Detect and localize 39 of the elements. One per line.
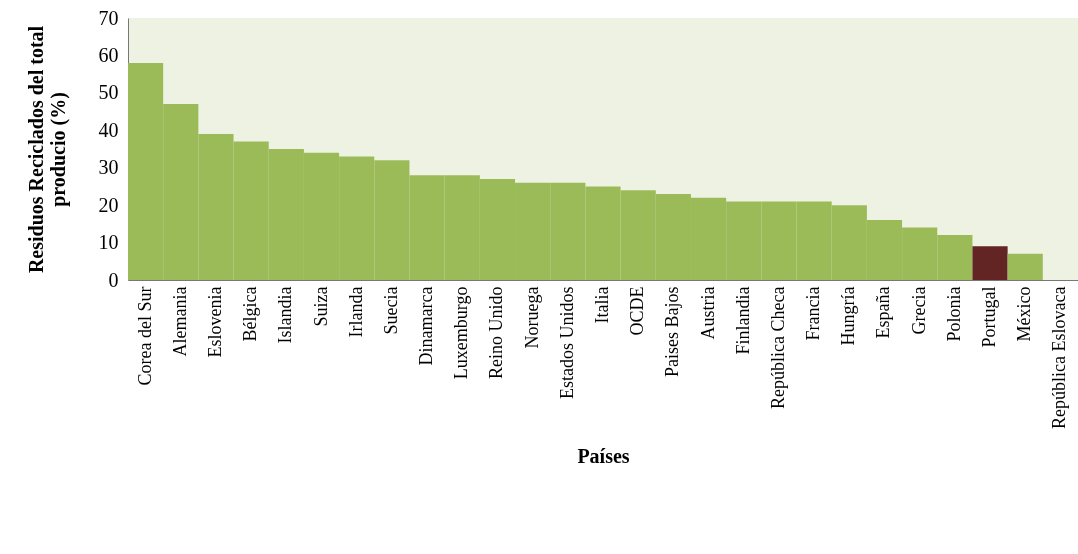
x-tick-label: Dinamarca xyxy=(416,286,437,366)
y-tick-label: 10 xyxy=(98,231,119,254)
y-tick-label: 0 xyxy=(108,268,119,291)
y-tick-label: 50 xyxy=(98,81,119,104)
x-tick-label: Irlanda xyxy=(345,286,366,338)
y-tick-label: 70 xyxy=(98,6,119,29)
x-tick-label: España xyxy=(873,286,894,339)
x-tick-label: Paises Bajos xyxy=(662,286,683,378)
x-tick-label: Noruega xyxy=(521,286,542,349)
x-axis-title: Países xyxy=(577,444,630,467)
x-tick-label: Finlandia xyxy=(732,286,753,355)
x-tick-label: Suecia xyxy=(380,286,401,335)
x-tick-label: Corea del Sur xyxy=(134,286,155,386)
y-axis-title: Residuos Reciclados del total producio (%) xyxy=(24,25,70,274)
x-tick-label: Luxemburgo xyxy=(451,286,472,380)
y-tick-label: 30 xyxy=(98,156,119,179)
x-tick-label: República Checa xyxy=(767,286,788,409)
x-tick-label: Bélgica xyxy=(240,286,261,342)
x-tick-label: Alemania xyxy=(169,286,190,357)
x-tick-label: Hungría xyxy=(838,286,859,346)
x-tick-label: Austria xyxy=(697,286,718,340)
bar xyxy=(972,246,1008,280)
y-tick-label: 20 xyxy=(98,193,119,216)
x-tick-label: Suiza xyxy=(310,286,331,327)
x-tick-label: OCDE xyxy=(627,286,648,336)
x-tick-label: Portugal xyxy=(979,286,1000,348)
y-tick-label: 60 xyxy=(98,43,119,66)
x-tick-label: Islandia xyxy=(275,286,296,344)
x-tick-label: Italia xyxy=(592,286,612,324)
x-tick-label: Francia xyxy=(803,286,824,341)
x-tick-label: Polonia xyxy=(943,286,964,342)
x-tick-label: Grecia xyxy=(908,286,929,335)
y-tick-label: 40 xyxy=(98,118,119,141)
x-tick-label: México xyxy=(1014,286,1035,342)
x-tick-label: República Eslovaca xyxy=(1049,286,1070,429)
x-tick-label: Reino Unido xyxy=(486,286,507,379)
x-tick-label: Eslovenia xyxy=(204,286,225,358)
bar xyxy=(1007,253,1043,280)
x-tick-label: Estados Unidos xyxy=(556,286,577,399)
